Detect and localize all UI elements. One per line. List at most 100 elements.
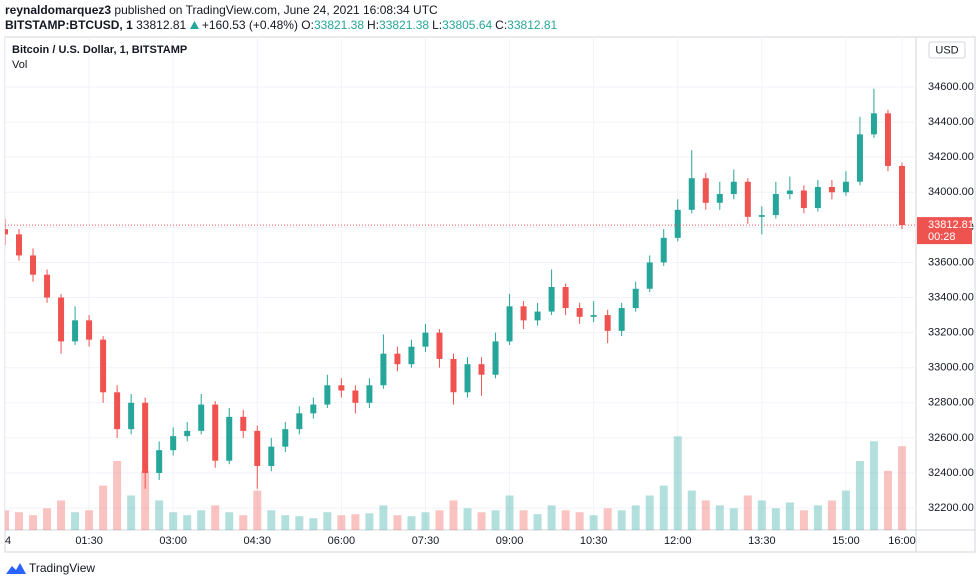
- quote-value: 33812.81: [507, 18, 558, 32]
- candle-body: [422, 332, 429, 347]
- quote-value: 33805.64: [442, 18, 493, 32]
- ohlc: O:33821.38 H:33821.38 L:33805.64 C:33812.81: [301, 18, 560, 32]
- x-tick-label: 10:30: [580, 535, 608, 547]
- volume-bar: [449, 500, 458, 530]
- up-arrow: [189, 21, 199, 29]
- y-tick-label: 33600.00: [928, 256, 974, 268]
- candle-body: [86, 320, 93, 340]
- volume-bar: [197, 510, 206, 530]
- candle-body: [464, 364, 471, 393]
- volume-bar: [505, 495, 514, 530]
- quote-value: 33821.38: [313, 18, 365, 32]
- candle-body: [394, 353, 401, 365]
- volume-bar: [491, 510, 500, 530]
- volume-bar: [169, 512, 178, 530]
- candle-body: [632, 288, 639, 309]
- candle-body: [884, 113, 891, 166]
- volume-bar: [785, 502, 794, 530]
- y-tick-label: 34000.00: [928, 186, 974, 198]
- volume-bar: [547, 505, 556, 530]
- candle-body: [744, 181, 751, 217]
- y-tick-label: 34600.00: [928, 81, 974, 93]
- volume-layer: [5, 436, 906, 530]
- countdown: 00:28: [928, 231, 956, 243]
- volume-bar: [841, 490, 850, 530]
- quote-label: L:: [432, 18, 443, 32]
- change: +160.53 (+0.48%): [201, 18, 298, 32]
- candle-body: [366, 385, 373, 403]
- candle-body: [870, 113, 877, 135]
- candle-body: [478, 364, 485, 375]
- symbol: BITSTAMP:BTCUSD, 1: [5, 18, 133, 32]
- volume-bar: [631, 505, 640, 530]
- volume-bar: [113, 460, 122, 530]
- volume-bar: [435, 510, 444, 530]
- x-tick-label: 15:00: [832, 535, 860, 547]
- volume-bar: [701, 500, 710, 530]
- currency[interactable]: USD: [935, 44, 958, 56]
- candle-body: [268, 446, 275, 466]
- candle-body: [30, 255, 37, 275]
- chart-title: Bitcoin / U.S. Dollar, 1, BITSTAMP: [12, 44, 187, 56]
- volume-bar: [183, 515, 192, 530]
- volume-bar: [309, 518, 318, 530]
- candle-body: [688, 178, 695, 210]
- volume-bar: [603, 508, 612, 530]
- candle-body: [324, 385, 331, 405]
- candle-body: [72, 320, 79, 342]
- volume-bar: [477, 512, 486, 530]
- volume-bar: [575, 512, 584, 530]
- volume-bar: [43, 508, 52, 530]
- logo: TradingView: [6, 561, 95, 575]
- volume-bar: [71, 512, 80, 530]
- y-tick-label: 34400.00: [928, 116, 974, 128]
- candle-body: [114, 392, 121, 430]
- candle-body: [310, 404, 317, 414]
- volume-bar: [323, 512, 332, 530]
- candle-body: [198, 404, 205, 431]
- volume-bar: [673, 436, 682, 530]
- volume-bar: [15, 512, 24, 530]
- volume-bar: [729, 508, 738, 530]
- volume-bar: [225, 512, 234, 530]
- volume-bar: [589, 515, 598, 530]
- x-tick-label: 01:30: [75, 535, 103, 547]
- volume-bar: [645, 495, 654, 530]
- volume-bar: [141, 470, 150, 530]
- candle-body: [156, 450, 163, 473]
- candle-body: [100, 339, 107, 393]
- last-price-box: [917, 217, 972, 245]
- quote-label: O:: [301, 18, 314, 32]
- x-tick-label: 06:00: [328, 535, 356, 547]
- publish-line: reynaldomarquez3 published on TradingVie…: [5, 3, 560, 18]
- currency-badge[interactable]: [928, 41, 966, 59]
- last-price-label: 33812.81: [928, 219, 974, 231]
- x-tick-label: 24: [0, 535, 11, 547]
- y-tick-label: 34200.00: [928, 151, 974, 163]
- y-tick-label: 32600.00: [928, 432, 974, 444]
- last-price: 33812.81: [136, 18, 187, 32]
- volume-bar: [5, 510, 9, 530]
- volume-bar: [155, 500, 164, 530]
- candle-body: [800, 190, 807, 209]
- quote-label: C:: [495, 18, 508, 32]
- header: reynaldomarquez3 published on TradingVie…: [5, 3, 560, 33]
- volume-bar: [253, 490, 262, 530]
- candle-body: [562, 287, 569, 309]
- candle-body: [380, 353, 387, 386]
- volume-bar: [827, 500, 836, 530]
- volume-bar: [393, 515, 402, 530]
- volume-label: Vol: [12, 59, 27, 71]
- volume-bar: [771, 508, 780, 530]
- candle-body: [842, 181, 849, 193]
- y-tick-label: 32400.00: [928, 467, 974, 479]
- candle-body: [128, 402, 135, 430]
- volume-bar: [561, 510, 570, 530]
- candle-body: [170, 436, 177, 451]
- candle-body: [646, 262, 653, 289]
- candle-body: [254, 430, 261, 466]
- volume-bar: [211, 505, 220, 530]
- volume-bar: [29, 515, 38, 530]
